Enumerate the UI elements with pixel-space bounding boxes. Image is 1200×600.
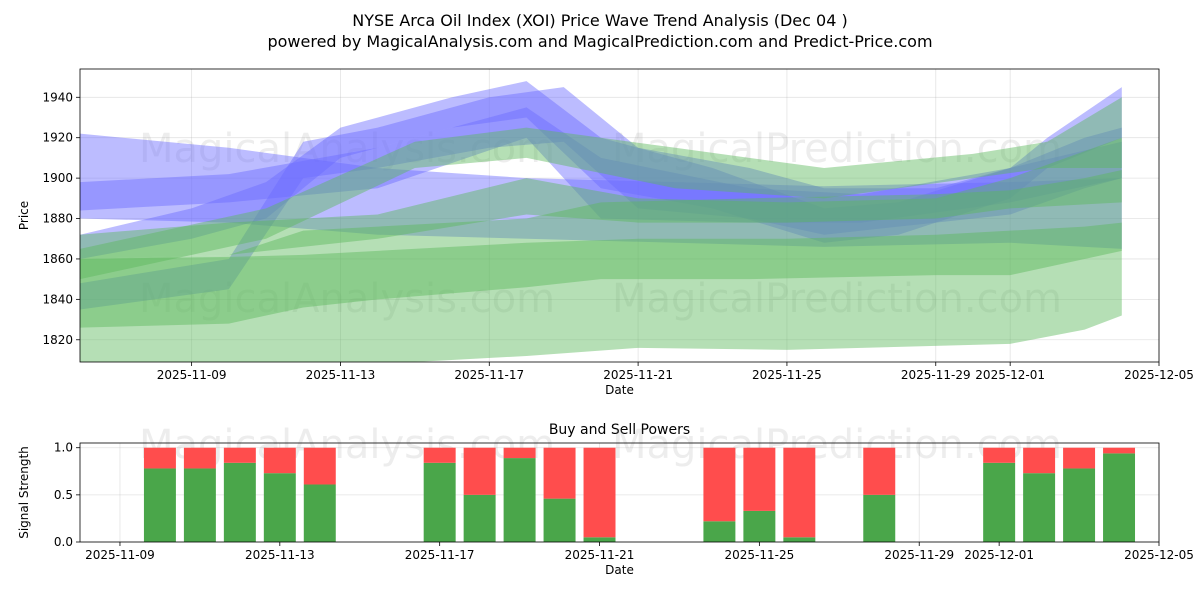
sell-bar [143, 447, 176, 469]
y-tick-label: 1880 [42, 212, 73, 226]
x-tick-label: 2025-11-29 [901, 368, 971, 382]
sell-bar [1063, 447, 1096, 469]
chart-subtitle: powered by MagicalAnalysis.com and Magic… [267, 32, 932, 51]
x-tick-label: 2025-12-05 [1124, 548, 1194, 562]
y-tick-label: 0.0 [54, 535, 73, 549]
blue-wave-4-band [80, 107, 1122, 223]
buy-bar [1103, 453, 1136, 542]
y-tick-label: 1920 [42, 131, 73, 145]
buy-bar [183, 468, 216, 542]
sell-bar [863, 447, 896, 495]
buy-bar [983, 462, 1016, 542]
sell-bar [703, 447, 736, 522]
sell-bar [223, 447, 256, 463]
x-tick-label: 2025-12-05 [1124, 368, 1194, 382]
watermark-analysis: MagicalAnalysis.com [139, 126, 555, 172]
x-tick-label: 2025-11-17 [405, 548, 475, 562]
x-tick-label: 2025-11-13 [245, 548, 315, 562]
sell-bar [463, 447, 496, 495]
green-wave-2-band [80, 170, 1122, 328]
x-tick-label: 2025-11-09 [85, 548, 155, 562]
sell-bar [423, 447, 456, 463]
sell-bar [183, 447, 216, 469]
buy-bar [303, 484, 336, 542]
buy-bar [583, 537, 616, 542]
sell-bar [1023, 447, 1056, 474]
y-tick-label: 1940 [42, 90, 73, 104]
y-tick-label: 1860 [42, 252, 73, 266]
sell-bar [743, 447, 776, 511]
green-wave-1-band [80, 222, 1122, 362]
x-tick-label: 2025-11-21 [565, 548, 635, 562]
wave-bands: MagicalAnalysis.com MagicalPrediction.com… [80, 81, 1122, 362]
blue-wave-1-band [80, 133, 1122, 249]
sell-bar [543, 447, 576, 499]
chart-title: NYSE Arca Oil Index (XOI) Price Wave Tre… [352, 11, 847, 30]
watermark-prediction: MagicalPrediction.com [612, 126, 1062, 172]
watermark-prediction: MagicalPrediction.com [612, 276, 1062, 322]
sell-bar [263, 447, 296, 474]
power-bars [143, 447, 1136, 542]
x-tick-label: 2025-11-09 [157, 368, 227, 382]
y-tick-label: 1820 [42, 333, 73, 347]
plot-frame [79, 68, 1160, 363]
plot-frame [79, 442, 1160, 543]
sell-bar [1103, 447, 1136, 454]
watermark-analysis: MagicalAnalysis.com [139, 276, 555, 322]
y-tick-label: 0.5 [54, 488, 73, 502]
y-axis-label: Price [17, 201, 31, 230]
buy-bar [783, 537, 816, 542]
buy-bar [463, 494, 496, 542]
blue-wave-2-band [80, 87, 1122, 310]
x-axis-label: Date [605, 563, 634, 577]
buy-bar [703, 521, 736, 542]
buy-bar [143, 468, 176, 542]
sell-bar [983, 447, 1016, 463]
power-chart-title: Buy and Sell Powers [549, 422, 690, 438]
sell-bar [503, 447, 536, 459]
x-tick-label: 2025-11-17 [454, 368, 524, 382]
buy-bar [263, 473, 296, 542]
sell-bar [583, 447, 616, 538]
price-chart: 2025-11-09 2025-11-13 2025-11-17 2025-11-21… [17, 68, 1194, 397]
sell-bar [783, 447, 816, 538]
buy-bar [1023, 473, 1056, 542]
grid-lines [80, 69, 1160, 362]
x-tick-label: 2025-12-01 [975, 368, 1045, 382]
y-axis-label: Signal Strength [17, 446, 31, 539]
x-tick-label: 2025-11-25 [724, 548, 794, 562]
x-tick-label: 2025-11-29 [884, 548, 954, 562]
power-chart: Buy and Sell Powers 2025-11-09 2025-11-13 2… [17, 422, 1194, 577]
buy-bar [423, 462, 456, 542]
x-tick-label: 2025-12-01 [964, 548, 1034, 562]
x-axis-label: Date [605, 383, 634, 397]
blue-wave-3-band [80, 81, 1122, 259]
buy-bar [1063, 468, 1096, 542]
y-tick-label: 1840 [42, 292, 73, 306]
buy-bar [543, 498, 576, 542]
buy-bar [863, 494, 896, 542]
x-tick-label: 2025-11-13 [306, 368, 376, 382]
buy-bar [223, 462, 256, 542]
buy-bar [503, 458, 536, 542]
buy-bar [743, 510, 776, 542]
y-tick-label: 1.0 [54, 441, 73, 455]
sell-bar [303, 447, 336, 485]
x-tick-label: 2025-11-25 [752, 368, 822, 382]
green-wave-3-band [80, 137, 1122, 259]
y-tick-label: 1900 [42, 171, 73, 185]
x-tick-label: 2025-11-21 [603, 368, 673, 382]
